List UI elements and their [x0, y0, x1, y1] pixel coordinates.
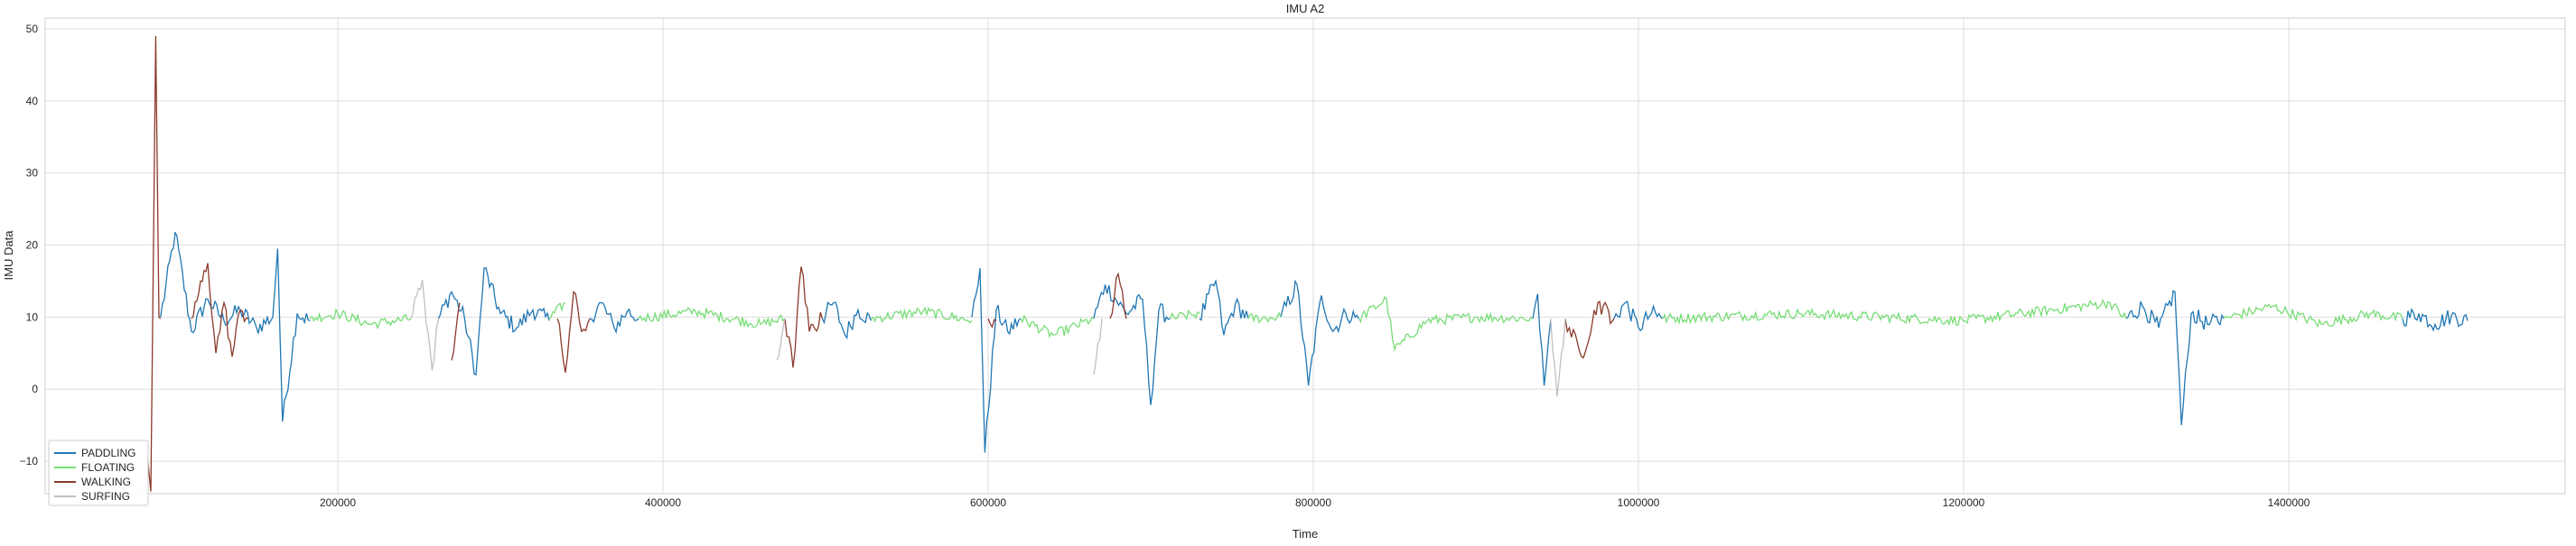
series-line-floating	[2223, 303, 2403, 329]
series-line-walking	[784, 266, 824, 368]
tick-labels: 200000 400000 600000 800000 1000000 1200000 14…	[20, 23, 2310, 509]
y-tick-label: 0	[32, 383, 38, 395]
legend-label-floating: FLOATING	[81, 461, 135, 474]
legend-box	[48, 440, 149, 506]
y-tick-label: −10	[20, 455, 39, 467]
x-tick-label: 800000	[1295, 496, 1331, 509]
series-line-floating	[1020, 314, 1095, 338]
legend: PADDLING FLOATING WALKING SURFING	[48, 440, 149, 506]
series-line-floating	[1247, 311, 1282, 324]
series-line-paddling	[160, 231, 311, 422]
y-tick-label: 20	[26, 239, 39, 252]
series-line-paddling	[438, 267, 550, 376]
series-line-paddling	[2402, 308, 2469, 332]
series-line-paddling	[1093, 284, 1171, 405]
series-line-paddling	[1199, 279, 1249, 336]
legend-label-surfing: SURFING	[81, 490, 130, 503]
series-line-paddling	[2125, 290, 2225, 426]
legend-label-paddling: PADDLING	[81, 447, 135, 459]
series-line-surfing	[1093, 318, 1103, 375]
x-tick-label: 1400000	[2268, 496, 2310, 509]
legend-label-walking: WALKING	[81, 476, 131, 488]
x-tick-label: 600000	[970, 496, 1006, 509]
series-line-floating	[1662, 299, 2127, 327]
series-line-surfing	[1550, 318, 1566, 397]
y-tick-label: 10	[26, 310, 39, 323]
x-tick-label: 1000000	[1618, 496, 1660, 509]
y-tick-label: 30	[26, 167, 39, 180]
series-line-floating	[1358, 295, 1534, 352]
chart-title: IMU A2	[1286, 2, 1325, 15]
x-axis-label: Time	[1293, 527, 1318, 541]
series-line-walking	[556, 290, 591, 374]
grid	[45, 18, 2565, 494]
series-line-paddling	[971, 268, 1022, 453]
series-line-surfing	[410, 279, 440, 371]
series-group	[146, 35, 2469, 492]
y-axis-label: IMU Data	[2, 230, 15, 281]
y-tick-label: 40	[26, 95, 39, 107]
series-line-surfing	[776, 318, 786, 361]
x-tick-label: 1200000	[1943, 496, 1985, 509]
series-line-walking	[146, 35, 162, 492]
series-line-floating	[871, 306, 973, 324]
series-line-paddling	[589, 301, 639, 334]
series-line-walking	[451, 302, 461, 361]
series-line-walking	[987, 318, 997, 329]
series-line-paddling	[1613, 301, 1664, 332]
series-line-floating	[548, 301, 566, 319]
series-line-floating	[1169, 309, 1200, 321]
series-line-paddling	[821, 301, 873, 340]
series-line-walking	[1564, 300, 1615, 359]
series-line-paddling	[1280, 279, 1359, 386]
x-tick-label: 200000	[320, 496, 356, 509]
x-tick-label: 400000	[645, 496, 681, 509]
y-tick-label: 50	[26, 23, 39, 35]
series-line-walking	[191, 263, 249, 357]
plot-area	[44, 17, 2566, 495]
series-line-walking	[1109, 272, 1127, 319]
series-line-paddling	[1532, 293, 1552, 386]
series-line-floating	[638, 306, 786, 329]
series-line-floating	[309, 308, 412, 330]
